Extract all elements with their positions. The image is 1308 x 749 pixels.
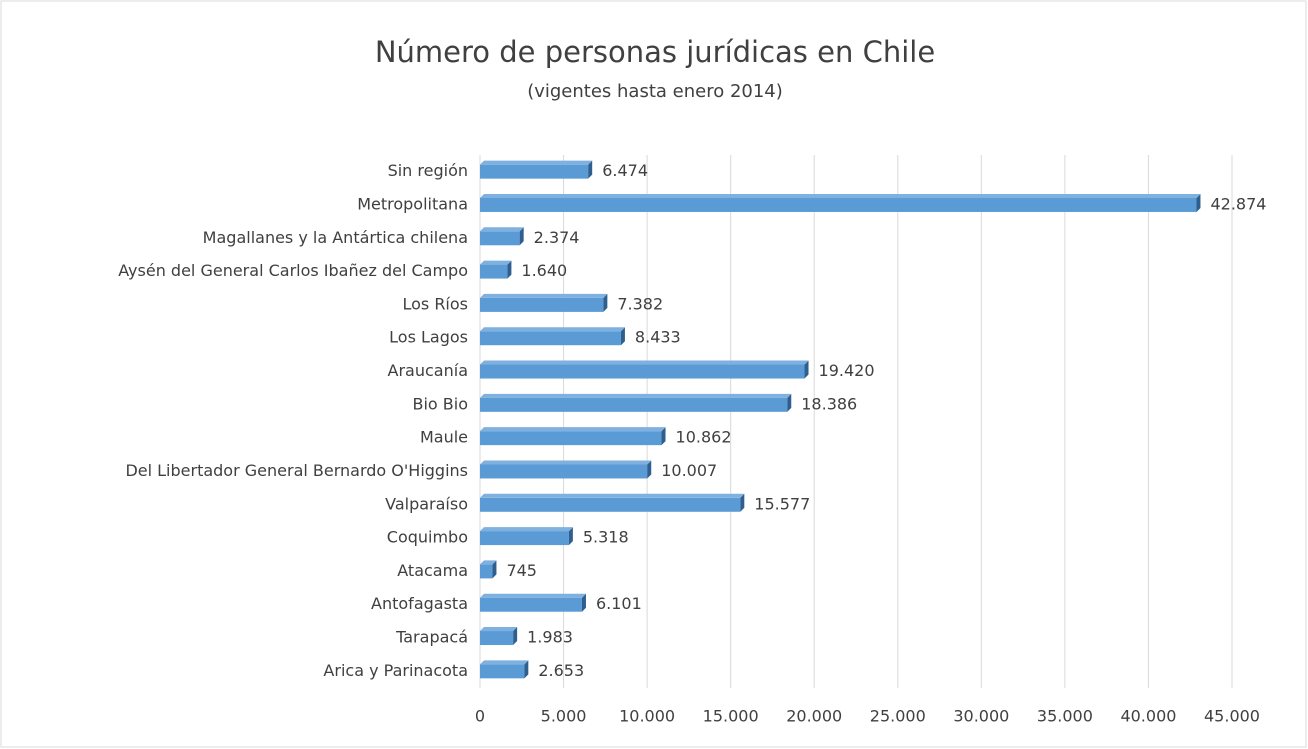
y-tick-label: Tarapacá <box>395 628 468 647</box>
bar-side <box>620 327 625 346</box>
bar-top <box>480 393 792 398</box>
bar <box>480 464 648 479</box>
bar <box>480 664 525 679</box>
bar-top <box>480 493 745 498</box>
y-tick-label: Del Libertador General Bernardo O'Higgin… <box>125 461 468 480</box>
y-tick-label: Los Ríos <box>402 294 468 313</box>
value-label: 6.474 <box>602 161 648 180</box>
bar-top <box>480 427 666 432</box>
bar-top <box>480 160 593 165</box>
chart-subtitle: (vigentes hasta enero 2014) <box>527 81 783 102</box>
y-tick-label: Bio Bio <box>412 394 468 413</box>
value-label: 1.983 <box>527 628 573 647</box>
value-label: 745 <box>506 561 537 580</box>
bar <box>480 564 493 579</box>
value-label: 2.374 <box>534 228 580 247</box>
bar-top <box>480 293 608 298</box>
x-tick-label: 40.000 <box>1120 707 1176 726</box>
bar-top <box>480 593 586 598</box>
bar <box>480 631 514 646</box>
bar-top <box>480 360 809 365</box>
x-tick-label: 35.000 <box>1037 707 1093 726</box>
bar <box>480 531 569 546</box>
bar-side <box>804 360 809 379</box>
value-label: 10.862 <box>676 428 732 447</box>
bar <box>480 497 741 512</box>
bar <box>480 197 1197 212</box>
x-tick-label: 5.000 <box>541 707 587 726</box>
bar-top <box>480 660 529 665</box>
bar-side <box>787 393 792 412</box>
bar-top <box>480 327 625 332</box>
x-tick-label: 30.000 <box>953 707 1009 726</box>
bar <box>480 297 604 312</box>
bar-side <box>524 660 529 679</box>
x-tick-label: 15.000 <box>703 707 759 726</box>
chart-title: Número de personas jurídicas en Chile <box>375 35 935 69</box>
y-tick-label: Coquimbo <box>387 528 468 547</box>
bar-side <box>661 427 666 446</box>
bar <box>480 331 621 346</box>
value-label: 1.640 <box>521 261 567 280</box>
bar-side <box>740 493 745 512</box>
value-label: 2.653 <box>538 661 584 680</box>
bar-side <box>513 627 518 646</box>
y-tick-label: Atacama <box>397 561 468 580</box>
bar-top <box>480 627 518 632</box>
value-label: 10.007 <box>661 461 717 480</box>
x-tick-label: 10.000 <box>619 707 675 726</box>
bar <box>480 397 788 412</box>
y-tick-label: Magallanes y la Antártica chilena <box>203 228 468 247</box>
y-tick-label: Antofagasta <box>371 594 468 613</box>
bar-side <box>519 227 524 246</box>
y-tick-label: Maule <box>420 428 468 447</box>
value-label: 18.386 <box>801 394 857 413</box>
bar-top <box>480 527 573 532</box>
x-tick-label: 45.000 <box>1204 707 1260 726</box>
bar-side <box>581 593 586 612</box>
value-label: 5.318 <box>583 528 629 547</box>
value-label: 6.101 <box>596 594 642 613</box>
bar-top <box>480 560 497 565</box>
y-tick-label: Araucanía <box>388 361 468 380</box>
bar-side <box>647 460 652 479</box>
x-tick-label: 20.000 <box>786 707 842 726</box>
bar <box>480 164 589 179</box>
y-tick-label: Aysén del General Carlos Ibañez del Camp… <box>118 261 468 280</box>
bar-side <box>1196 193 1201 212</box>
y-tick-label: Metropolitana <box>357 194 468 213</box>
bar-side <box>507 260 512 279</box>
bar-side <box>603 293 608 312</box>
y-tick-label: Sin región <box>388 161 468 180</box>
y-tick-label: Valparaíso <box>385 494 468 513</box>
bar-side <box>492 560 497 579</box>
bar <box>480 231 520 246</box>
value-label: 8.433 <box>635 328 681 347</box>
value-label: 19.420 <box>819 361 875 380</box>
value-label: 42.874 <box>1210 194 1266 213</box>
bar-top <box>480 460 652 465</box>
value-label: 7.382 <box>617 294 663 313</box>
bar-side <box>588 160 593 179</box>
bar <box>480 597 582 612</box>
bar-side <box>568 527 573 546</box>
bar-top <box>480 260 512 265</box>
y-tick-label: Arica y Parinacota <box>323 661 468 680</box>
bar <box>480 364 805 379</box>
bar-top <box>480 193 1201 198</box>
bar <box>480 264 508 279</box>
x-tick-label: 25.000 <box>870 707 926 726</box>
value-label: 15.577 <box>754 494 810 513</box>
y-tick-label: Los Lagos <box>389 328 468 347</box>
bar <box>480 431 662 446</box>
bar-top <box>480 227 524 232</box>
x-tick-label: 0 <box>475 707 485 726</box>
